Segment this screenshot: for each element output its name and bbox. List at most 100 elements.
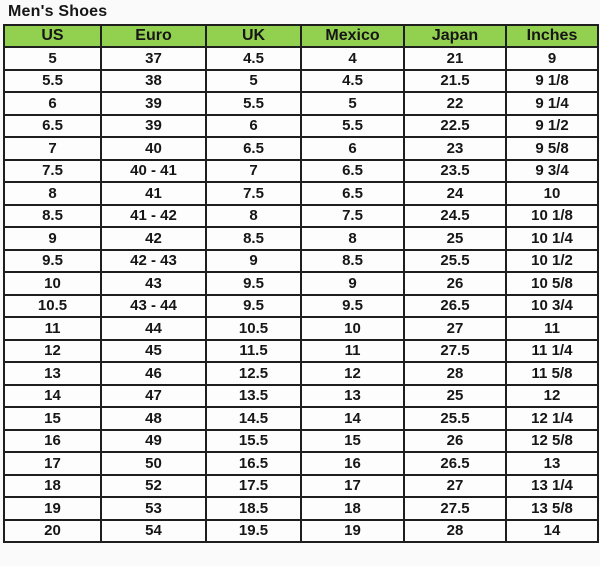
cell: 11 5/8 <box>505 361 599 386</box>
table-body: 5 37 4.5 4 21 9 5.5 38 5 4.5 21.5 9 1/8 6 39 5.5 5 22 9 1… <box>3 46 599 543</box>
table-row: 9.5 42 - 43 9 8.5 25.5 10 1/2 <box>3 248 599 273</box>
cell: 16.5 <box>205 451 302 476</box>
column-header-japan: Japan <box>403 24 507 48</box>
cell: 10.5 <box>205 316 302 341</box>
cell: 5.5 <box>3 68 102 93</box>
cell: 5.5 <box>300 113 405 138</box>
cell: 11 <box>3 316 102 341</box>
cell: 25 <box>403 226 507 251</box>
cell: 18 <box>3 473 102 498</box>
cell: 11 <box>505 316 599 341</box>
table-row: 16 49 15.5 15 26 12 5/8 <box>3 428 599 453</box>
cell: 10 1/2 <box>505 248 599 273</box>
cell: 17.5 <box>205 473 302 498</box>
cell: 8 <box>300 226 405 251</box>
cell: 13 <box>505 451 599 476</box>
cell: 14 <box>3 383 102 408</box>
table-row: 8 41 7.5 6.5 24 10 <box>3 181 599 206</box>
cell: 10 1/8 <box>505 203 599 228</box>
cell: 53 <box>100 496 207 521</box>
cell: 12 5/8 <box>505 428 599 453</box>
cell: 6 <box>3 91 102 116</box>
cell: 25.5 <box>403 248 507 273</box>
cell: 37 <box>100 46 207 71</box>
cell: 22.5 <box>403 113 507 138</box>
cell: 9 1/4 <box>505 91 599 116</box>
cell: 5 <box>3 46 102 71</box>
cell: 47 <box>100 383 207 408</box>
cell: 10 <box>3 271 102 296</box>
cell: 27.5 <box>403 338 507 363</box>
cell: 7.5 <box>3 158 102 183</box>
cell: 11.5 <box>205 338 302 363</box>
cell: 25 <box>403 383 507 408</box>
cell: 10.5 <box>3 293 102 318</box>
cell: 41 - 42 <box>100 203 207 228</box>
cell: 8.5 <box>300 248 405 273</box>
cell: 6.5 <box>300 158 405 183</box>
cell: 10 1/4 <box>505 226 599 251</box>
cell: 8 <box>205 203 302 228</box>
cell: 6.5 <box>3 113 102 138</box>
cell: 25.5 <box>403 406 507 431</box>
column-header-euro: Euro <box>100 24 207 48</box>
cell: 15.5 <box>205 428 302 453</box>
table-row: 13 46 12.5 12 28 11 5/8 <box>3 361 599 386</box>
table-row: 10 43 9.5 9 26 10 5/8 <box>3 271 599 296</box>
table-row: 12 45 11.5 11 27.5 11 1/4 <box>3 338 599 363</box>
cell: 27 <box>403 473 507 498</box>
table-row: 6 39 5.5 5 22 9 1/4 <box>3 91 599 116</box>
cell: 13 <box>300 383 405 408</box>
cell: 13.5 <box>205 383 302 408</box>
table-row: 7.5 40 - 41 7 6.5 23.5 9 3/4 <box>3 158 599 183</box>
cell: 9.5 <box>3 248 102 273</box>
cell: 9.5 <box>205 293 302 318</box>
cell: 39 <box>100 113 207 138</box>
cell: 10 3/4 <box>505 293 599 318</box>
cell: 9 <box>300 271 405 296</box>
cell: 52 <box>100 473 207 498</box>
cell: 9 1/8 <box>505 68 599 93</box>
cell: 9 <box>505 46 599 71</box>
cell: 5.5 <box>205 91 302 116</box>
cell: 12 <box>300 361 405 386</box>
cell: 24.5 <box>403 203 507 228</box>
cell: 14 <box>300 406 405 431</box>
cell: 15 <box>3 406 102 431</box>
cell: 39 <box>100 91 207 116</box>
cell: 26 <box>403 428 507 453</box>
cell: 15 <box>300 428 405 453</box>
cell: 7 <box>205 158 302 183</box>
cell: 23 <box>403 136 507 161</box>
cell: 26.5 <box>403 293 507 318</box>
page-title: Men's Shoes <box>8 3 108 20</box>
cell: 8.5 <box>205 226 302 251</box>
cell: 20 <box>3 518 102 543</box>
cell: 26 <box>403 271 507 296</box>
table-row: 5 37 4.5 4 21 9 <box>3 46 599 71</box>
table-row: 9 42 8.5 8 25 10 1/4 <box>3 226 599 251</box>
cell: 17 <box>300 473 405 498</box>
table-row: 14 47 13.5 13 25 12 <box>3 383 599 408</box>
table-row: 6.5 39 6 5.5 22.5 9 1/2 <box>3 113 599 138</box>
cell: 9 <box>205 248 302 273</box>
cell: 19.5 <box>205 518 302 543</box>
cell: 7.5 <box>205 181 302 206</box>
table-row: 19 53 18.5 18 27.5 13 5/8 <box>3 496 599 521</box>
cell: 27 <box>403 316 507 341</box>
table-row: 5.5 38 5 4.5 21.5 9 1/8 <box>3 68 599 93</box>
table-row: 10.5 43 - 44 9.5 9.5 26.5 10 3/4 <box>3 293 599 318</box>
cell: 6.5 <box>300 181 405 206</box>
table-row: 15 48 14.5 14 25.5 12 1/4 <box>3 406 599 431</box>
cell: 9 <box>3 226 102 251</box>
cell: 6 <box>300 136 405 161</box>
cell: 27.5 <box>403 496 507 521</box>
cell: 43 - 44 <box>100 293 207 318</box>
cell: 24 <box>403 181 507 206</box>
cell: 43 <box>100 271 207 296</box>
cell: 18 <box>300 496 405 521</box>
cell: 14 <box>505 518 599 543</box>
cell: 19 <box>300 518 405 543</box>
cell: 46 <box>100 361 207 386</box>
